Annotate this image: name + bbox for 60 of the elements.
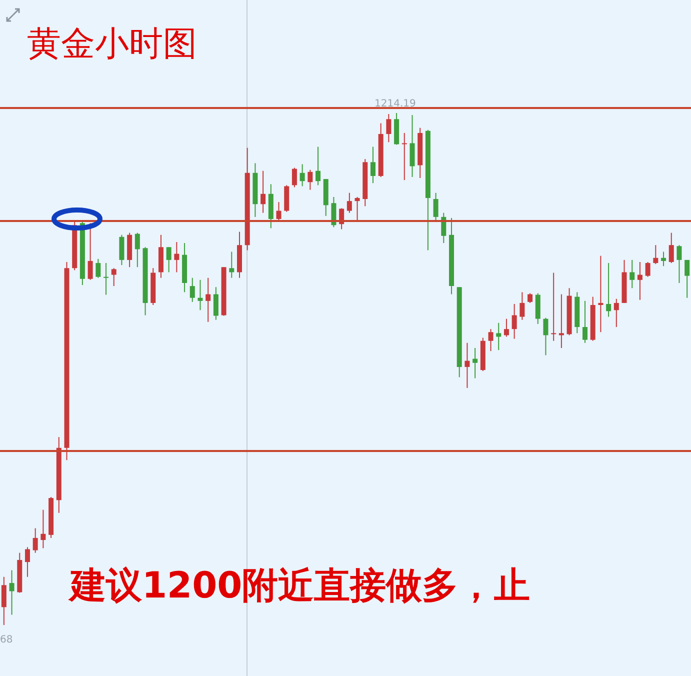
candlestick bbox=[229, 251, 234, 278]
candlestick bbox=[111, 268, 116, 287]
candlestick bbox=[645, 261, 650, 278]
candlestick bbox=[206, 277, 211, 322]
candlestick bbox=[637, 261, 642, 300]
candlestick bbox=[354, 196, 360, 221]
candlestick bbox=[464, 342, 470, 388]
candlestick bbox=[551, 272, 556, 342]
candlestick bbox=[308, 169, 313, 190]
candlestick bbox=[386, 114, 392, 143]
candlestick bbox=[190, 277, 195, 302]
candlestick bbox=[346, 192, 352, 214]
candlestick bbox=[528, 292, 533, 304]
candlestick bbox=[104, 262, 109, 296]
candlestick bbox=[520, 292, 525, 320]
candlestick bbox=[370, 146, 376, 184]
annotation: 1214.19 bbox=[374, 98, 416, 110]
candlestick bbox=[598, 255, 604, 333]
candlestick bbox=[24, 546, 30, 578]
candlestick bbox=[488, 328, 494, 352]
candlestick bbox=[653, 244, 658, 265]
candlestick bbox=[543, 317, 548, 356]
candlestick bbox=[630, 259, 635, 289]
candlestick bbox=[32, 528, 38, 554]
candlestick bbox=[9, 570, 14, 616]
candlestick bbox=[40, 509, 46, 549]
candlestick bbox=[582, 300, 588, 344]
candlestick bbox=[512, 303, 517, 340]
candlestick bbox=[276, 202, 282, 221]
candlestick bbox=[96, 258, 101, 278]
candlestick bbox=[661, 251, 666, 267]
candlestick bbox=[410, 114, 415, 178]
candlestick bbox=[198, 279, 203, 311]
candlestick bbox=[402, 132, 407, 181]
candlestick bbox=[88, 222, 93, 280]
candlestick bbox=[606, 262, 612, 318]
candlestick bbox=[668, 232, 674, 264]
candlestick bbox=[676, 244, 682, 284]
candlestick bbox=[316, 146, 321, 186]
candlestick bbox=[331, 196, 336, 228]
candlestick bbox=[292, 167, 297, 188]
candlestick bbox=[684, 259, 690, 298]
candlestick bbox=[433, 192, 438, 223]
candlestick bbox=[300, 164, 305, 187]
candlestick bbox=[166, 246, 172, 273]
annotation: 建议1200附近直接做多，止 bbox=[68, 566, 530, 606]
candlestick bbox=[260, 170, 266, 214]
candlestick bbox=[1, 576, 6, 626]
candlestick bbox=[496, 322, 502, 351]
candlestick bbox=[472, 348, 478, 379]
candlestick bbox=[504, 318, 509, 338]
candlestick bbox=[558, 294, 564, 349]
candlestick bbox=[174, 242, 180, 273]
annotation: 68 bbox=[0, 634, 13, 646]
candlestick bbox=[119, 234, 124, 266]
candlestick bbox=[213, 286, 218, 320]
candlestick bbox=[614, 298, 619, 328]
chart-title: 黄金小时图 bbox=[27, 24, 197, 64]
candlestick bbox=[134, 232, 140, 268]
candlestick bbox=[441, 212, 446, 244]
